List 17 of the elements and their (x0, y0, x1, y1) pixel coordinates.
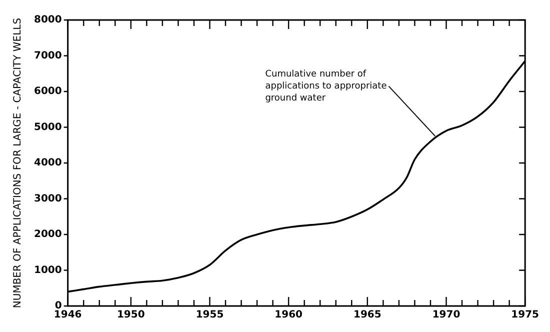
x-tick-label: 1950 (116, 310, 145, 321)
annotation: Cumulative number of applications to appropriate ground water (265, 70, 388, 104)
y-axis-title: NUMBER OF APPLICATIONS FOR LARGE - CAPACITY WELLS (12, 18, 24, 308)
y-tick-label: 3000 (34, 193, 62, 204)
y-tick-label: 5000 (34, 122, 62, 133)
y-tick-label: 4000 (34, 158, 62, 169)
x-tick-label: 1955 (196, 310, 224, 321)
x-tick-label: 1970 (432, 310, 460, 321)
y-tick-label: 6000 (34, 86, 62, 98)
x-tick-label: 1975 (511, 310, 540, 321)
y-tick-label: 2000 (34, 229, 62, 240)
x-tick-label: 1946 (54, 310, 82, 321)
y-tick-label: 7000 (34, 50, 62, 62)
y-tick-label: 1000 (34, 264, 62, 276)
x-tick-label: 1965 (353, 310, 382, 321)
y-tick-label: 8000 (34, 14, 62, 26)
x-tick-label: 1960 (274, 310, 303, 321)
